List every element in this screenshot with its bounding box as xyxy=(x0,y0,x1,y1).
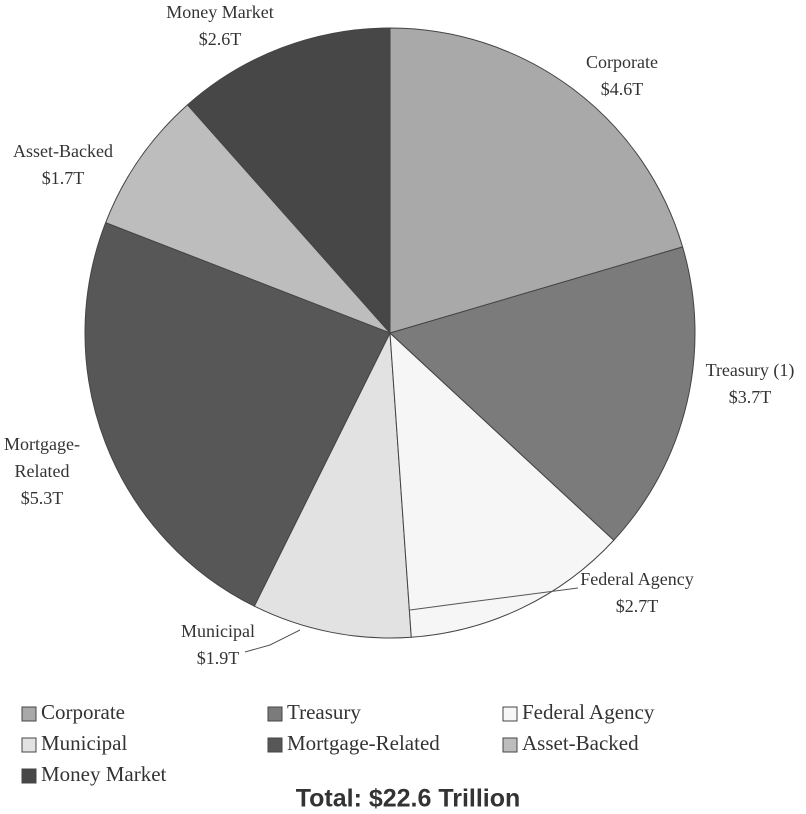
slice-value-label: $2.7T xyxy=(616,596,659,616)
legend-swatch xyxy=(502,706,518,722)
legend-label: Municipal xyxy=(41,731,127,755)
slice-label: Asset-Backed xyxy=(13,141,113,161)
legend-label: Money Market xyxy=(41,762,167,786)
slice-value-label: $4.6T xyxy=(601,79,644,99)
slice-value-label: $3.7T xyxy=(729,387,772,407)
legend-swatch xyxy=(21,737,37,753)
slice-label: Treasury (1) xyxy=(706,360,795,381)
pie-slice xyxy=(389,27,684,334)
legend-swatch xyxy=(502,737,518,753)
legend-label: Federal Agency xyxy=(522,700,655,724)
pie-slice xyxy=(389,246,696,541)
leader-line xyxy=(409,587,579,611)
slice-value-label: $5.3T xyxy=(21,488,64,508)
slice-label: Related xyxy=(15,461,70,481)
leader-line xyxy=(244,629,301,653)
pie-slice xyxy=(186,27,391,335)
slice-label: Money Market xyxy=(166,2,273,22)
slice-value-label: $1.9T xyxy=(197,648,240,668)
legend-swatch xyxy=(21,706,37,722)
pie-slice xyxy=(253,331,412,639)
slice-labels: Corporate $4.6T Treasury (1) $3.7T Federal A… xyxy=(4,2,794,668)
slice-label: Federal Agency xyxy=(580,569,693,589)
legend: Corporate Treasury Federal Agency Municipal… xyxy=(21,700,655,786)
legend-label: Mortgage-Related xyxy=(287,731,440,755)
pie-slice xyxy=(389,331,615,638)
slice-value-label: $1.7T xyxy=(42,168,85,188)
legend-swatch xyxy=(267,737,283,753)
slice-value-label: $2.6T xyxy=(199,29,242,49)
pie-slice xyxy=(84,222,391,607)
slice-label: Municipal xyxy=(181,621,255,641)
legend-swatch xyxy=(267,706,283,722)
total-annotation: Total: $22.6 Trillion xyxy=(296,785,521,813)
slice-label: Corporate xyxy=(586,52,658,72)
legend-label: Asset-Backed xyxy=(522,731,639,755)
pie-slice xyxy=(104,104,391,334)
legend-label: Corporate xyxy=(41,700,125,724)
legend-swatch xyxy=(21,768,37,784)
slice-label: Mortgage- xyxy=(4,434,80,454)
legend-label: Treasury xyxy=(287,700,361,724)
